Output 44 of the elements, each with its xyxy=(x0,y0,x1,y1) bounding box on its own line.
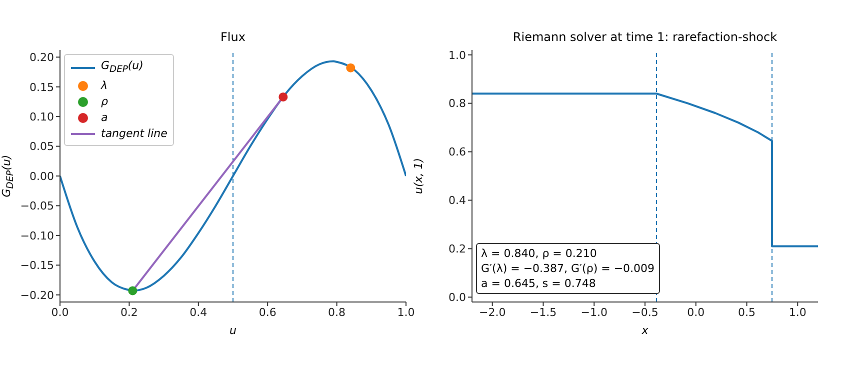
annotation: λ = 0.840, ρ = 0.210 xyxy=(481,247,597,260)
y-tick-label: 0.15 xyxy=(30,80,54,94)
legend-label: tangent line xyxy=(101,126,168,142)
y-tick-label: 0.20 xyxy=(30,51,54,64)
chart-title: Riemann solver at time 1: rarefaction-shock xyxy=(512,30,778,44)
chart-title: Flux xyxy=(220,30,246,44)
y-tick-label: 0.0 xyxy=(448,291,466,304)
x-tick-label: 1.0 xyxy=(788,306,806,319)
point xyxy=(128,286,138,296)
x-axis-title: u xyxy=(230,324,236,337)
y-tick-label: −0.10 xyxy=(20,229,54,242)
legend-label: a xyxy=(101,110,108,126)
y-tick-label: −0.05 xyxy=(20,200,54,213)
y-tick-label: 1.0 xyxy=(448,48,466,62)
x-tick-label: 0.2 xyxy=(120,306,138,319)
y-tick-label: 0.2 xyxy=(448,242,466,256)
y-tick-label: 0.10 xyxy=(30,110,54,124)
x-axis-title: x xyxy=(642,324,648,337)
annotation: G′(λ) = −0.387, G′(ρ) = −0.009 xyxy=(481,262,655,275)
y-axis-title: u(x, 1) xyxy=(412,158,425,194)
legend-label: λ xyxy=(101,78,108,94)
legend-label: G$_{DEP}$(u) xyxy=(101,58,144,78)
y-tick-label: 0.8 xyxy=(448,97,466,110)
y-tick-label: −0.15 xyxy=(20,259,54,272)
y-tick-label: 0.00 xyxy=(30,170,54,183)
x-tick-label: −2.0 xyxy=(478,306,506,319)
point xyxy=(278,92,288,102)
legend-label: ρ xyxy=(101,94,108,110)
y-tick-label: 0.4 xyxy=(448,194,466,208)
x-tick-label: 0.8 xyxy=(328,306,346,319)
x-tick-label: 0.6 xyxy=(258,306,276,319)
x-tick-label: −1.5 xyxy=(530,306,557,319)
x-tick-label: 0.4 xyxy=(190,306,208,319)
x-tick-label: −1.0 xyxy=(580,306,608,319)
x-tick-label: 1.0 xyxy=(397,306,415,319)
x-tick-label: 0.0 xyxy=(687,306,705,319)
annotation: a = 0.645, s = 0.748 xyxy=(481,277,596,290)
x-tick-label: −0.5 xyxy=(632,306,658,319)
point xyxy=(346,63,356,72)
y-tick-label: 0.05 xyxy=(30,140,54,154)
y-tick-label: −0.20 xyxy=(20,288,54,302)
y-tick-label: 0.6 xyxy=(448,146,466,159)
x-tick-label: 0.5 xyxy=(738,306,756,319)
x-tick-label: 0.0 xyxy=(51,306,69,319)
